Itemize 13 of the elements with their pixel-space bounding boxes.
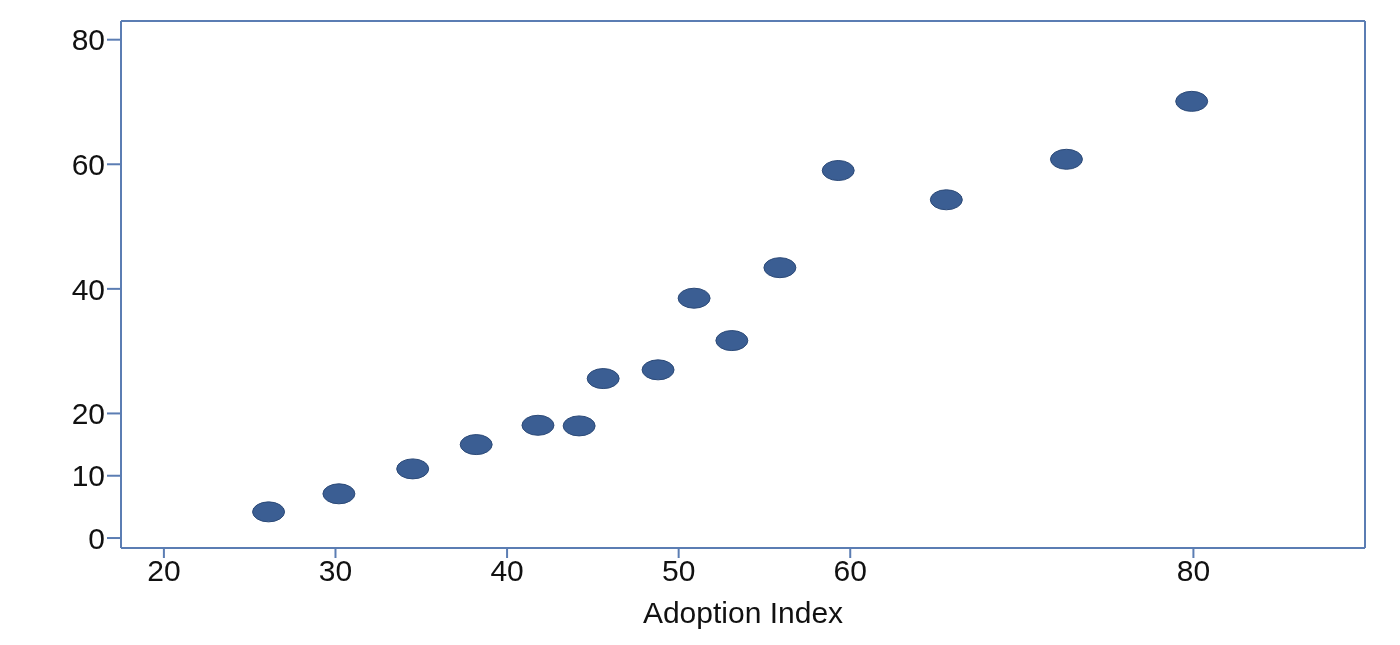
x-tick-label: 30 <box>318 554 353 588</box>
y-tick-label: 80 <box>71 23 105 57</box>
x-tick-label: 40 <box>490 554 524 588</box>
y-tick-label: 10 <box>71 459 105 493</box>
y-tick-label: 40 <box>71 272 105 306</box>
x-axis-title: Adoption Index <box>642 596 844 629</box>
x-tick-label: 50 <box>661 554 696 588</box>
y-tick-label: 60 <box>71 147 105 181</box>
x-tick-label: 80 <box>1176 554 1211 588</box>
x-tick-label: 20 <box>147 554 181 588</box>
y-tick-label: 20 <box>71 397 105 431</box>
x-tick-label: 60 <box>833 554 867 588</box>
y-tick-label: 0 <box>88 521 105 555</box>
